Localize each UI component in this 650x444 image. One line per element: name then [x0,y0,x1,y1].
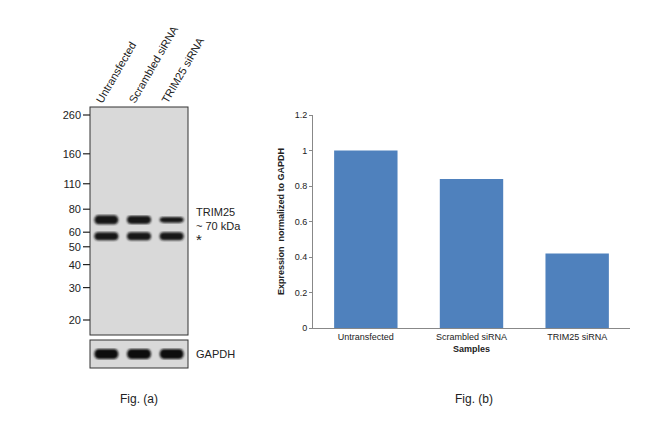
svg-text:TRIM25: TRIM25 [196,206,235,218]
svg-text:110: 110 [63,178,81,190]
svg-text:1: 1 [302,146,307,156]
svg-text:0.6: 0.6 [295,217,308,227]
svg-text:1.2: 1.2 [295,110,308,120]
html-text:Fig. (a): Fig. (a) [120,392,158,406]
svg-text:60: 60 [69,226,81,238]
svg-text:Untransfected: Untransfected [93,39,139,105]
svg-text:20: 20 [69,314,81,326]
svg-text:40: 40 [69,259,81,271]
svg-text:0.2: 0.2 [295,288,308,298]
svg-text:TRIM25 siRNA: TRIM25 siRNA [159,35,206,105]
svg-text:GAPDH: GAPDH [196,348,235,360]
svg-text:~ 70 kDa: ~ 70 kDa [196,220,241,232]
svg-text:Untransfected: Untransfected [338,332,394,342]
svg-text:0.4: 0.4 [295,252,308,262]
html-text:Fig. (b): Fig. (b) [455,392,493,406]
svg-text:Expression normalized to GAPD: Expression normalized to GAPDH [276,148,286,295]
svg-text:TRIM25 siRNA: TRIM25 siRNA [547,332,607,342]
svg-text:80: 80 [69,203,81,215]
svg-text:Samples: Samples [453,344,490,354]
svg-text:260: 260 [63,109,81,121]
svg-text:Scrambled siRNA: Scrambled siRNA [126,23,181,105]
svg-text:Scrambled siRNA: Scrambled siRNA [436,332,507,342]
svg-text:50: 50 [69,241,81,253]
svg-text:30: 30 [69,282,81,294]
svg-text:0: 0 [302,323,307,333]
svg-text:*: * [196,231,202,248]
svg-text:0.8: 0.8 [295,181,308,191]
svg-text:160: 160 [63,148,81,160]
